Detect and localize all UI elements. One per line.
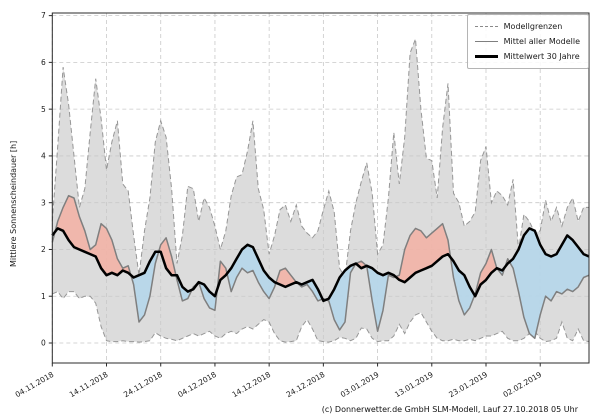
- x-tick-label: 04.12.2018: [176, 370, 218, 399]
- y-tick-label: 6: [41, 58, 46, 67]
- y-tick-label: 2: [41, 245, 46, 254]
- climate-mean-line-icon: [474, 55, 498, 58]
- x-tick-label: 24.12.2018: [285, 370, 327, 399]
- x-tick-label: 14.11.2018: [68, 370, 110, 399]
- climate-mean-line: [51, 227, 590, 303]
- fill-model-below-climate: [131, 251, 159, 322]
- fill-model-below-climate: [199, 282, 218, 311]
- legend-label-model-range: Modellgrenzen: [503, 22, 563, 31]
- fill-model-below-climate: [297, 279, 323, 301]
- y-tick-label: 4: [41, 152, 46, 161]
- copyright-caption: (c) Donnerwetter.de GmbH SLM-Modell, Lau…: [321, 405, 578, 414]
- model-range-upper-line: [51, 38, 589, 280]
- y-tick-label: 1: [41, 292, 46, 301]
- x-tick-label: 24.11.2018: [122, 370, 164, 399]
- fill-model-above-climate: [159, 237, 176, 276]
- legend: Modellgrenzen Mittel aller Modelle Mitte…: [466, 14, 589, 69]
- model-range-line-icon: [474, 26, 498, 27]
- x-tick-label: 04.11.2018: [14, 370, 56, 399]
- y-axis-label: Mittlere Sonnenscheindauer [h]: [9, 140, 18, 267]
- fill-model-below-climate: [509, 228, 589, 339]
- legend-row-model-mean: Mittel aller Modelle: [474, 34, 580, 49]
- y-tick-label: 3: [41, 198, 46, 207]
- fill-model-below-climate: [326, 264, 355, 330]
- x-tick-label: 13.01.2019: [393, 370, 435, 399]
- fill-model-below-climate: [451, 258, 475, 315]
- y-tick-label: 0: [41, 339, 46, 348]
- x-tick-label: 23.01.2019: [447, 370, 489, 399]
- y-tick-label: 5: [41, 105, 46, 114]
- y-tick-label: 7: [41, 11, 46, 20]
- x-tick-label: 02.02.2019: [502, 370, 544, 399]
- fill-model-above-climate: [55, 195, 131, 276]
- fill-model-below-climate: [177, 275, 192, 301]
- plot-border: [51, 12, 590, 364]
- legend-label-model-mean: Mittel aller Modelle: [503, 37, 580, 46]
- fill-model-above-climate: [276, 268, 296, 287]
- legend-row-climate-mean: Mittelwert 30 Jahre: [474, 49, 580, 64]
- legend-label-climate-mean: Mittelwert 30 Jahre: [503, 52, 580, 61]
- model-mean-line: [51, 194, 590, 340]
- fill-model-below-climate: [227, 244, 276, 299]
- legend-row-model-range: Modellgrenzen: [474, 19, 580, 34]
- fill-model-below-climate: [367, 266, 395, 332]
- model-mean-line-icon: [474, 41, 498, 42]
- model-range-lower-line: [52, 290, 590, 343]
- x-tick-label: 03.01.2019: [339, 370, 381, 399]
- x-tick-label: 14.12.2018: [230, 370, 272, 399]
